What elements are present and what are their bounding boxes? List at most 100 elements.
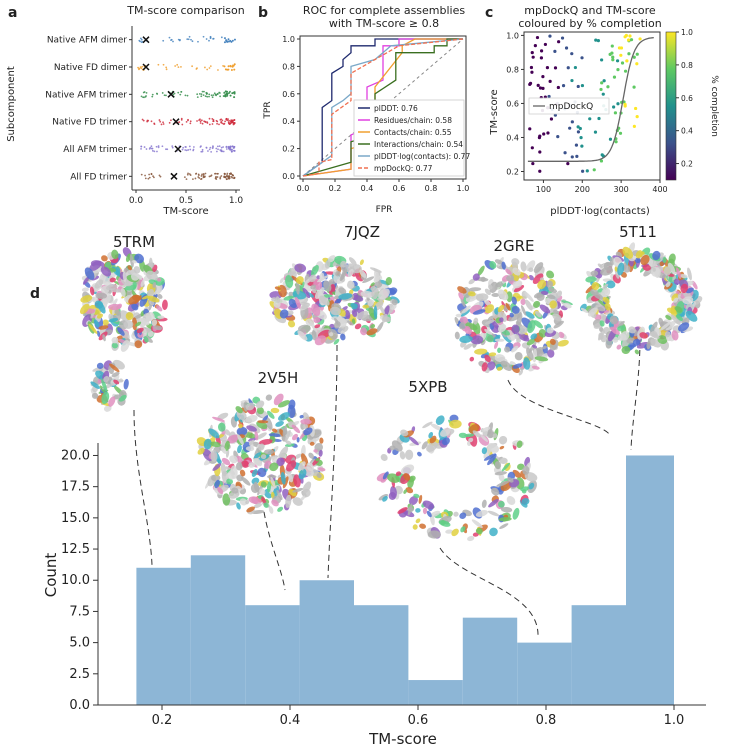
c-point: [543, 42, 548, 47]
structure-helix: [526, 260, 536, 272]
a-point: [225, 117, 228, 120]
structure-helix: [484, 319, 495, 325]
structure-helix: [460, 298, 466, 307]
a-point: [221, 119, 224, 122]
a-point: [228, 119, 230, 122]
a-point: [205, 38, 208, 40]
a-point: [142, 91, 145, 94]
c-point: [600, 58, 604, 62]
structure-helix: [84, 267, 95, 280]
structure-helix: [389, 445, 396, 451]
structure-helix: [408, 436, 419, 446]
structure-helix: [96, 330, 101, 337]
structure-helix: [267, 410, 275, 419]
structure-helix: [616, 344, 622, 350]
a-point: [140, 38, 143, 41]
structure-helix: [541, 345, 547, 350]
structure-helix: [101, 391, 110, 405]
panel-b-roc-plot: ROC for complete assemblies with TM-scor…: [263, 4, 470, 215]
connector-5xpb: [439, 547, 539, 638]
structure-helix: [505, 302, 511, 311]
c-point: [626, 38, 631, 42]
c-point: [531, 161, 535, 166]
a-point: [209, 35, 212, 38]
c-point: [564, 46, 569, 50]
structure-helix: [428, 431, 434, 439]
structure-label-2gre: 2GRE: [493, 237, 534, 255]
structure-helix: [378, 493, 389, 501]
c-colorbar-tick-label: 0.2: [681, 160, 693, 169]
a-point: [201, 150, 204, 153]
structure-helix: [271, 428, 278, 433]
structure-helix: [422, 500, 435, 510]
structure-5t11-image: [579, 242, 703, 355]
a-point: [197, 174, 200, 177]
structure-helix: [81, 287, 89, 292]
a-point: [144, 174, 146, 177]
a-point: [233, 63, 236, 66]
structure-helix: [306, 462, 314, 472]
structure-helix: [459, 322, 466, 330]
c-point: [560, 36, 565, 40]
d-x-tick-label: 0.2: [152, 713, 173, 728]
a-point: [149, 146, 152, 149]
structure-label-7jqz: 7JQZ: [344, 223, 380, 241]
panel-c-title-line2: coloured by % completion: [518, 17, 661, 30]
d-y-tick-label: 12.5: [61, 542, 90, 557]
structure-helix: [481, 426, 491, 432]
structure-helix: [315, 457, 320, 462]
c-colorbar: [665, 31, 677, 181]
structure-helix: [415, 518, 421, 524]
structure-helix: [113, 379, 120, 385]
structure-helix: [371, 287, 379, 300]
structure-helix: [492, 334, 501, 343]
structure-helix: [314, 335, 327, 346]
structure-helix: [400, 429, 409, 437]
structure-helix: [251, 496, 258, 505]
a-point: [196, 96, 199, 99]
structure-helix: [500, 506, 513, 513]
panel-d-ylabel: Count: [42, 553, 60, 598]
structure-helix: [229, 455, 238, 464]
structure-helix: [600, 334, 608, 343]
a-point: [216, 145, 219, 148]
structure-helix: [94, 279, 104, 289]
c-point: [566, 66, 570, 70]
a-point: [201, 173, 203, 176]
structure-helix: [426, 441, 438, 452]
c-x-tick-label: 300: [614, 185, 629, 194]
b-legend-entry: mpDockQ: 0.77: [374, 164, 433, 173]
c-x-tick-label: 100: [536, 185, 551, 194]
a-point: [208, 123, 211, 126]
structure-helix: [156, 305, 163, 312]
a-point: [159, 175, 162, 178]
a-point: [183, 176, 186, 179]
structure-helix: [108, 396, 116, 407]
a-point: [229, 172, 232, 175]
structure-helix: [285, 440, 292, 445]
structure-helix: [494, 461, 502, 470]
c-point: [592, 168, 596, 172]
a-point: [197, 176, 200, 178]
b-x-tick-label: 0.4: [361, 184, 374, 193]
a-point: [138, 68, 140, 71]
structure-helix: [237, 444, 242, 454]
structure-helix: [131, 317, 138, 331]
d-y-tick-label: 7.5: [69, 604, 90, 619]
structure-helix: [399, 451, 406, 460]
structure-helix: [267, 474, 277, 479]
structure-helix: [391, 304, 397, 311]
c-point: [535, 35, 540, 40]
structure-helix: [488, 352, 497, 357]
structure-helix: [310, 264, 319, 277]
a-point: [157, 146, 160, 149]
a-point: [233, 149, 236, 152]
a-point: [184, 149, 187, 151]
structure-helix: [617, 262, 625, 276]
a-point: [200, 178, 202, 180]
structure-helix: [507, 477, 514, 483]
a-point: [181, 123, 184, 126]
a-point: [196, 67, 198, 70]
structure-helix: [497, 347, 502, 353]
structure-helix: [497, 304, 505, 313]
